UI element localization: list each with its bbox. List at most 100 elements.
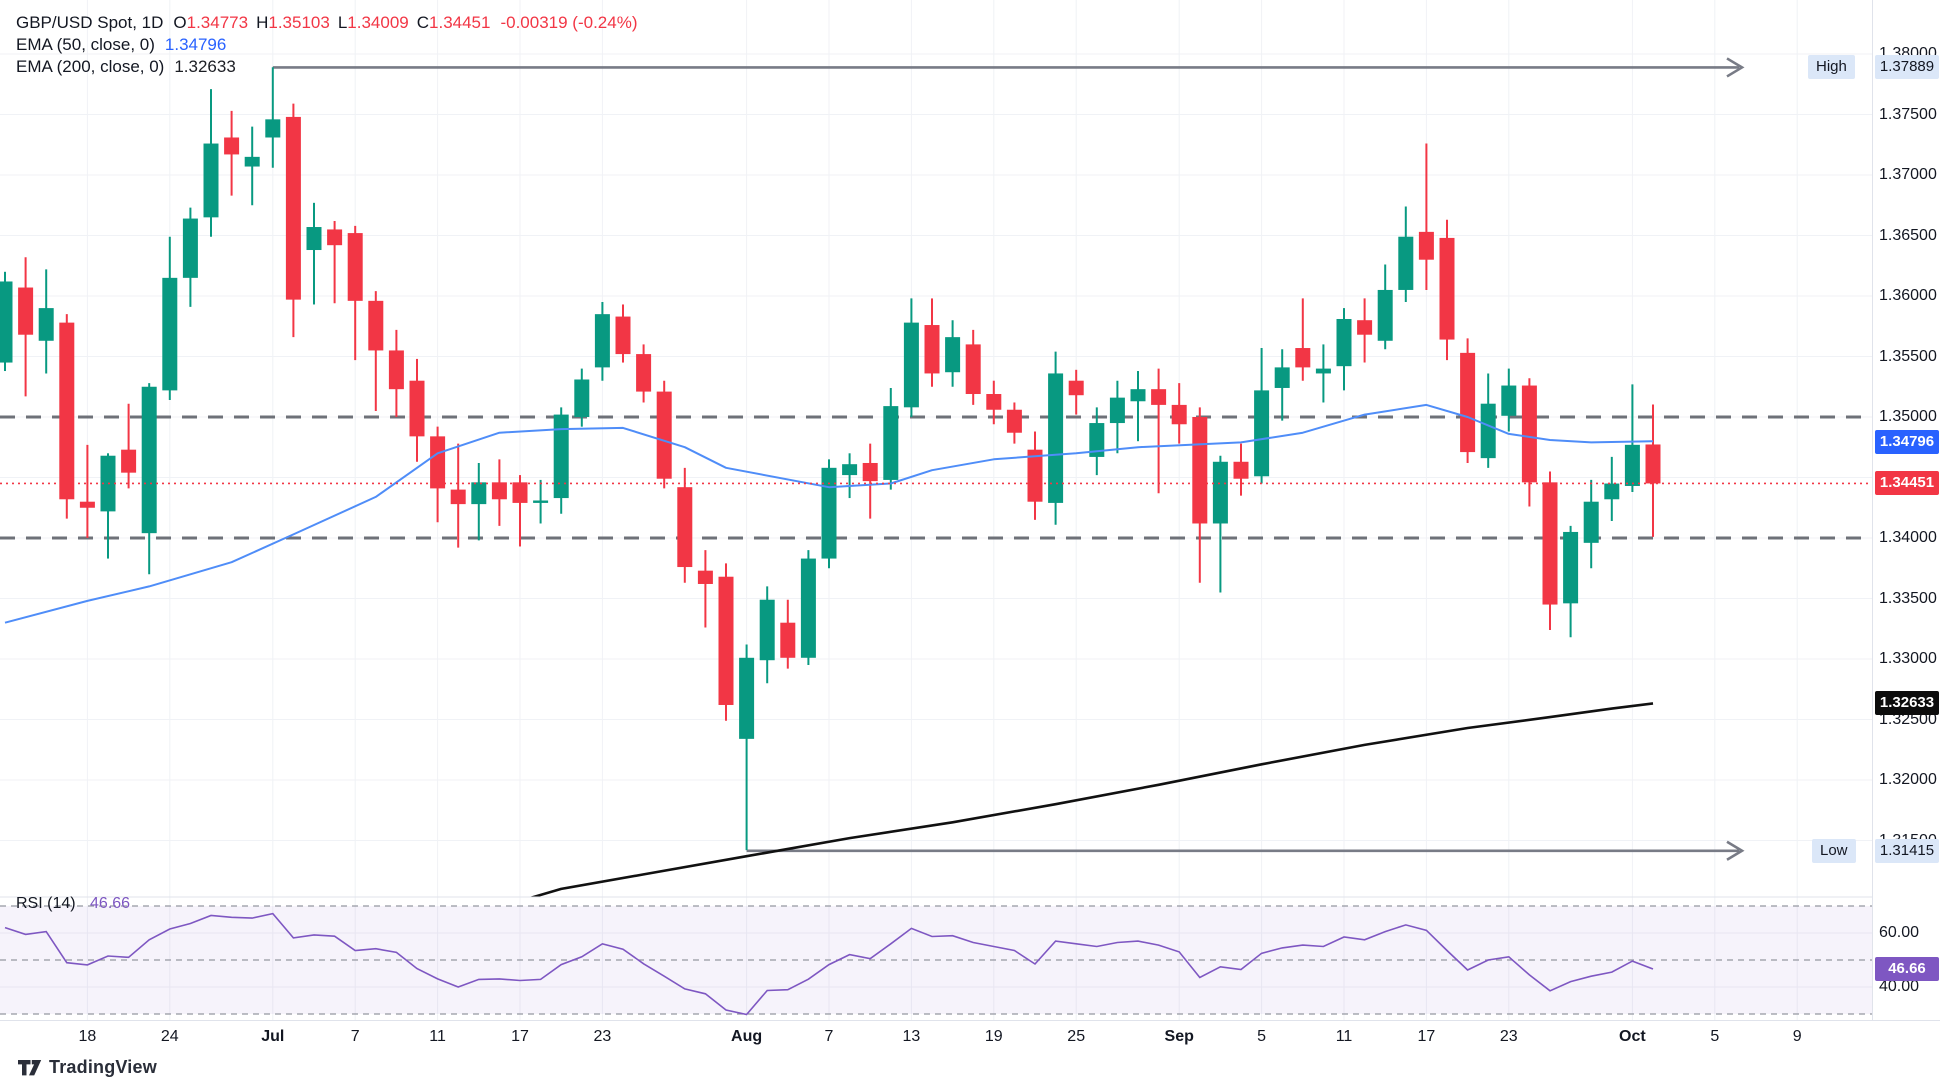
candle bbox=[59, 314, 75, 519]
price-tick-label: 1.33000 bbox=[1879, 650, 1937, 667]
ema200-legend-row[interactable]: EMA (200, close, 0) 1.32633 bbox=[16, 56, 638, 78]
candle bbox=[1295, 298, 1311, 381]
candle bbox=[594, 302, 610, 381]
candle bbox=[368, 291, 384, 411]
candle bbox=[512, 475, 528, 547]
candle bbox=[224, 110, 240, 196]
trend-arrow[interactable] bbox=[746, 840, 1745, 861]
ema200-label: EMA (200, close, 0) bbox=[16, 57, 165, 76]
candle bbox=[883, 387, 899, 490]
time-tick-label: 7 bbox=[350, 1028, 360, 1045]
tradingview-brand-text: TradingView bbox=[49, 1057, 157, 1077]
time-tick-label: Jul bbox=[261, 1028, 285, 1045]
candle bbox=[491, 459, 507, 526]
candle bbox=[1439, 219, 1455, 361]
candle bbox=[244, 126, 260, 206]
candle bbox=[821, 459, 837, 569]
price-tick-label: 1.35000 bbox=[1879, 408, 1937, 425]
candle bbox=[1645, 404, 1661, 537]
candle bbox=[285, 103, 301, 338]
candle bbox=[450, 443, 466, 548]
time-tick-label: 17 bbox=[1417, 1028, 1436, 1045]
time-tick-label: 23 bbox=[593, 1028, 612, 1045]
candle bbox=[1377, 264, 1393, 350]
price-tick-label: 1.32000 bbox=[1879, 771, 1937, 788]
price-axis[interactable]: 1.38000 1.37500 1.37000 1.36500 1.36000 1.355… bbox=[1872, 0, 1940, 1052]
time-tick-label: Sep bbox=[1164, 1028, 1194, 1045]
candle bbox=[38, 269, 54, 374]
candle bbox=[1418, 143, 1434, 290]
ema50-value: 1.34796 bbox=[164, 35, 227, 54]
change-value: -0.00319 (-0.24%) bbox=[500, 13, 638, 32]
candle bbox=[100, 453, 116, 559]
candle bbox=[471, 462, 487, 541]
candle bbox=[718, 563, 734, 721]
rsi-label: RSI (14) bbox=[16, 895, 76, 912]
candle bbox=[903, 298, 919, 417]
candle bbox=[945, 320, 961, 387]
candle bbox=[1027, 431, 1043, 520]
time-tick-label: 5 bbox=[1257, 1028, 1267, 1045]
time-tick-label: 17 bbox=[511, 1028, 529, 1045]
time-tick-label: 9 bbox=[1792, 1028, 1802, 1045]
price-tick-label: 1.34000 bbox=[1879, 529, 1937, 546]
candle bbox=[1480, 373, 1496, 468]
ema50-line bbox=[4, 403, 1654, 624]
symbol-title: GBP/USD Spot, 1D bbox=[16, 13, 164, 32]
candle bbox=[1583, 479, 1599, 569]
candle bbox=[1624, 384, 1640, 493]
time-tick-label: 11 bbox=[1335, 1028, 1353, 1045]
candle bbox=[553, 407, 569, 514]
time-tick-label: 24 bbox=[160, 1028, 179, 1045]
chart-plot-area[interactable] bbox=[0, 0, 1872, 1020]
candle bbox=[656, 380, 672, 489]
rsi-legend-row[interactable]: RSI (14) 46.66 bbox=[16, 894, 130, 914]
ema50-label: EMA (50, close, 0) bbox=[16, 35, 155, 54]
price-pane[interactable] bbox=[0, 57, 1872, 907]
time-tick-label: 23 bbox=[1499, 1028, 1518, 1045]
candle bbox=[739, 644, 755, 851]
candle bbox=[203, 89, 219, 237]
candle bbox=[182, 207, 198, 307]
candle bbox=[327, 220, 343, 304]
low-marker-label: Low bbox=[1812, 838, 1856, 863]
ema200-value: 1.32633 bbox=[174, 57, 236, 76]
candle bbox=[1130, 371, 1146, 442]
tradingview-logo[interactable]: TradingView bbox=[18, 1057, 157, 1078]
time-tick-label: 18 bbox=[78, 1028, 97, 1045]
candle bbox=[1212, 455, 1228, 593]
low-value: L1.34009 bbox=[337, 13, 409, 32]
ema50-price-badge: 1.34796 bbox=[1875, 429, 1939, 454]
time-axis[interactable]: 18 24 Jul 7 11 17 23 Aug 7 13 19 25 Sep 5 11 17 23 Oct 5 9 bbox=[0, 1020, 1940, 1055]
candle bbox=[924, 298, 940, 387]
candle bbox=[265, 67, 281, 168]
high-value: H1.35103 bbox=[256, 13, 330, 32]
rsi-value: 46.66 bbox=[90, 895, 131, 912]
candle bbox=[409, 358, 425, 462]
candle bbox=[1254, 348, 1270, 484]
time-tick-label: 11 bbox=[429, 1028, 446, 1045]
time-tick-label: Oct bbox=[1619, 1028, 1646, 1045]
candle bbox=[800, 550, 816, 666]
candle bbox=[1006, 402, 1022, 444]
ema200-line bbox=[528, 702, 1654, 897]
candle bbox=[1068, 369, 1084, 415]
candle bbox=[141, 383, 157, 575]
rsi-pane[interactable] bbox=[0, 905, 1872, 1016]
trend-arrow[interactable] bbox=[272, 57, 1745, 78]
candle bbox=[1542, 471, 1558, 630]
candle bbox=[388, 329, 404, 417]
candle bbox=[1171, 383, 1187, 444]
rsi-tick-label: 60.00 bbox=[1879, 924, 1920, 941]
candle bbox=[1398, 206, 1414, 303]
candle bbox=[1521, 378, 1537, 507]
candle bbox=[697, 550, 713, 628]
ema50-legend-row[interactable]: EMA (50, close, 0) 1.34796 bbox=[16, 34, 638, 56]
candle bbox=[1151, 368, 1167, 494]
price-tick-label: 1.36500 bbox=[1879, 226, 1937, 244]
time-tick-label: 13 bbox=[902, 1028, 921, 1045]
rsi-line bbox=[4, 912, 1654, 1016]
symbol-legend-row[interactable]: GBP/USD Spot, 1D O1.34773 H1.35103 L1.34… bbox=[16, 12, 638, 34]
candle bbox=[1315, 344, 1331, 403]
